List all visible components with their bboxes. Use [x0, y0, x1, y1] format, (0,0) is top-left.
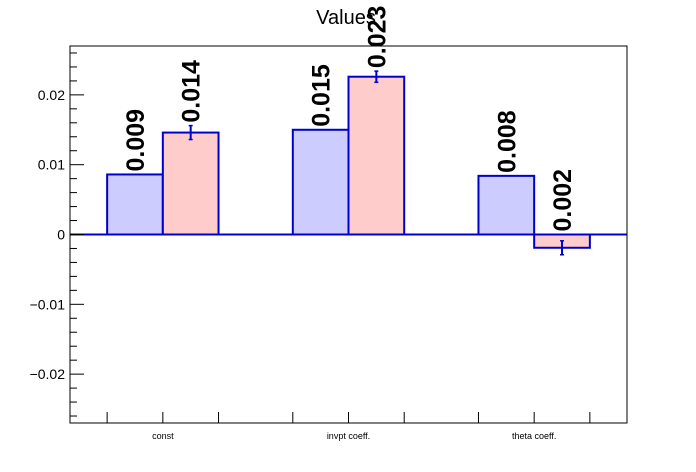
bars [70, 70, 627, 256]
y-tick-label: 0.02 [38, 87, 65, 103]
bar [106, 173, 164, 236]
bar-value-labels: 0.009 0.015 0.008 0.014 0.023 0.002 [122, 6, 577, 232]
bar [477, 174, 536, 236]
y-tick-label: −0.02 [30, 366, 66, 382]
y-tick-label: −0.01 [30, 296, 66, 312]
bar-value-label: 0.008 [493, 110, 521, 173]
bar-value-label: 0.015 [308, 64, 336, 127]
y-tick-label: 0.01 [38, 157, 65, 173]
bar [291, 128, 350, 236]
x-category-label: invpt coeff. [327, 431, 370, 441]
bar [161, 131, 220, 236]
axes: −0.02 −0.01 0 0.01 0.02 const invpt coeff. thet… [30, 45, 628, 441]
bar-value-label: 0.002 [549, 169, 577, 232]
y-tick-label: 0 [57, 227, 65, 243]
x-category-label: const [152, 431, 174, 441]
bar-value-label: 0.014 [178, 60, 206, 123]
x-category-label: theta coeff. [512, 431, 556, 441]
bar-value-label: 0.023 [363, 6, 391, 69]
chart-title: Values [316, 7, 376, 29]
bar [347, 75, 406, 236]
bar-value-label: 0.009 [122, 109, 150, 172]
